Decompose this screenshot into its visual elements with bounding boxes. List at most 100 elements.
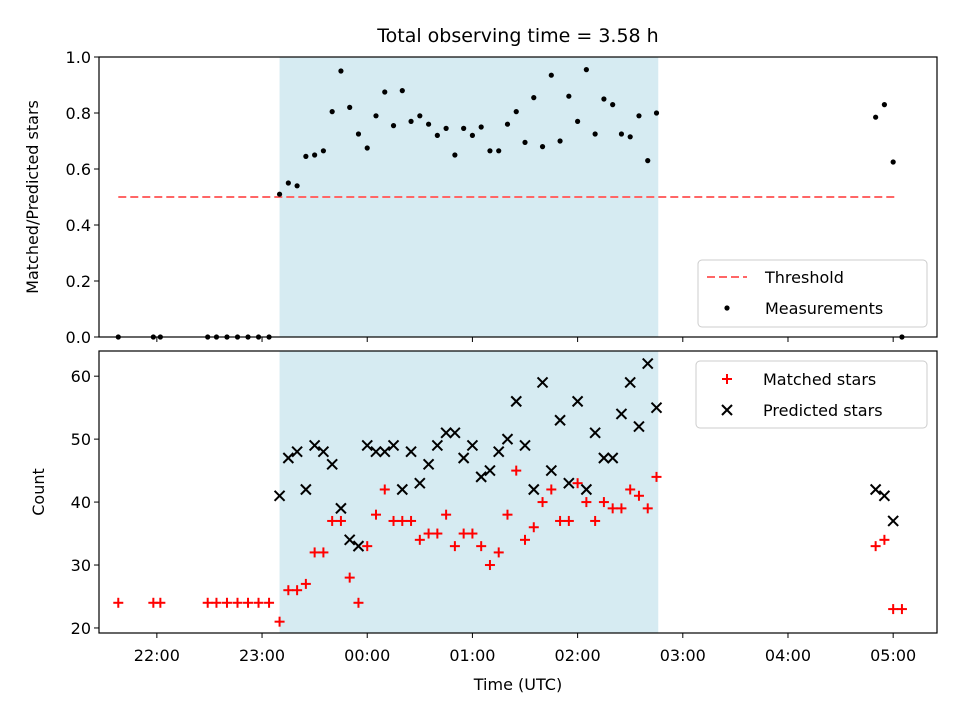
matched-star-marker [423,528,434,539]
y-tick-label: 60 [71,367,91,386]
matched-star-marker [563,515,574,526]
matched-star-marker [309,547,320,558]
legend-predicted-swatch [721,404,733,416]
legend-measurements-label: Measurements [765,299,883,318]
matched-star-marker [243,597,254,608]
predicted-star-marker [869,483,882,496]
x-axis-label: Time (UTC) [473,675,562,694]
ratio-panel: 0.0 0.2 0.4 0.6 0.8 1.0 Matched/Predicted sta… [23,48,938,347]
predicted-star-marker [615,408,628,420]
matched-star-marker [113,597,124,608]
predicted-star-marker [484,464,496,477]
y-tick-label: 0.2 [66,272,91,291]
matched-star-marker [406,515,417,526]
matched-star-marker [642,503,653,514]
matched-star-marker [344,572,355,583]
matched-star-marker [598,497,609,508]
y-axis-ticks-bottom: 20 30 40 50 60 [71,367,99,638]
x-axis-ticks-bottom: 22:00 23:00 00:00 01:00 02:00 03:00 04:00 05:00 [134,633,916,665]
measurement-point [443,125,449,131]
predicted-star-marker [571,395,584,408]
measurement-point [373,113,379,119]
predicted-star-marker [519,439,531,452]
predicted-star-marker [326,458,338,471]
matched-star-marker [502,509,513,520]
y-tick-label: 50 [71,430,91,449]
matched-star-marker [633,490,644,501]
matched-star-marker [202,597,213,608]
predicted-star-marker [563,477,575,489]
measurement-point [355,131,362,137]
chart-title: Total observing time = 3.58 h [376,25,658,47]
measurement-point [566,93,572,99]
matched-star-marker [555,515,566,526]
measurement-point [627,134,633,140]
predicted-star-marker [414,477,426,489]
predicted-star-marker [642,357,654,370]
measurement-point [592,131,598,137]
predicted-star-marker [598,452,610,464]
predicted-star-marker [589,427,601,439]
x-tick-label: 03:00 [660,646,706,665]
matched-star-marker [896,604,907,615]
measurement-point [425,121,432,127]
y-axis-label-bottom: Count [29,468,48,516]
matched-star-marker [335,515,346,526]
count-panel: 20 30 40 50 60 22:00 23:00 00:00 01:00 02:00 03:0… [29,350,938,665]
predicted-star-marker [633,420,645,433]
predicted-star-marker [536,376,549,389]
measurement-point [575,118,581,124]
predicted-star-marker [396,483,408,496]
predicted-star-marker [554,414,566,426]
measurement-point [496,148,502,154]
y-tick-label: 20 [71,619,91,638]
measurement-point [890,159,896,165]
measurement-point [347,104,353,110]
measurement-point [636,113,642,119]
measurement-point [285,180,291,186]
matched-star-marker [388,515,399,526]
predicted-star-marker [370,446,382,458]
matched-star-marker [458,528,469,539]
measurement-point [469,132,476,138]
measurement-point [873,114,879,120]
predicted-star-marker [650,401,663,414]
measurement-point [399,88,405,94]
matched-star-marker [318,547,329,558]
matched-star-marker [155,597,166,608]
matched-star-marker [370,509,381,520]
matched-star-marker [520,534,531,545]
predicted-star-marker [466,439,479,452]
matched-star-marker [414,534,425,545]
measurement-point [417,113,423,119]
measurement-point [513,109,519,115]
legend-predicted-label: Predicted stars [763,401,883,420]
matched-star-marker [441,509,452,520]
measurement-point [645,158,651,164]
measurement-point [478,124,484,130]
matched-star-marker [397,515,408,526]
plot-frame-bottom [98,350,938,634]
predicted-star-marker [317,446,330,458]
x-tick-label: 04:00 [765,646,811,665]
x-tick-label: 02:00 [555,646,601,665]
matched-star-marker [232,597,243,608]
measurement-point [461,125,467,131]
predicted-star-marker [379,446,391,458]
x-tick-label: 05:00 [870,646,916,665]
predicted-star-marker [510,395,522,408]
predicted-star-marker [449,427,461,439]
y-tick-label: 0.0 [66,328,91,347]
matched-star-marker [274,616,285,627]
predicted-star-marker [387,439,400,452]
predicted-star-marker [273,490,286,502]
matched-star-marker [484,560,495,571]
measurement-point [434,132,440,138]
y-tick-label: 0.8 [66,104,91,123]
measurement-point [601,96,607,102]
measurement-point [610,102,616,108]
matched-star-marker [264,597,275,608]
matched-star-marker [362,541,373,552]
matched-star-marker [546,484,557,495]
measurement-point [504,121,511,127]
